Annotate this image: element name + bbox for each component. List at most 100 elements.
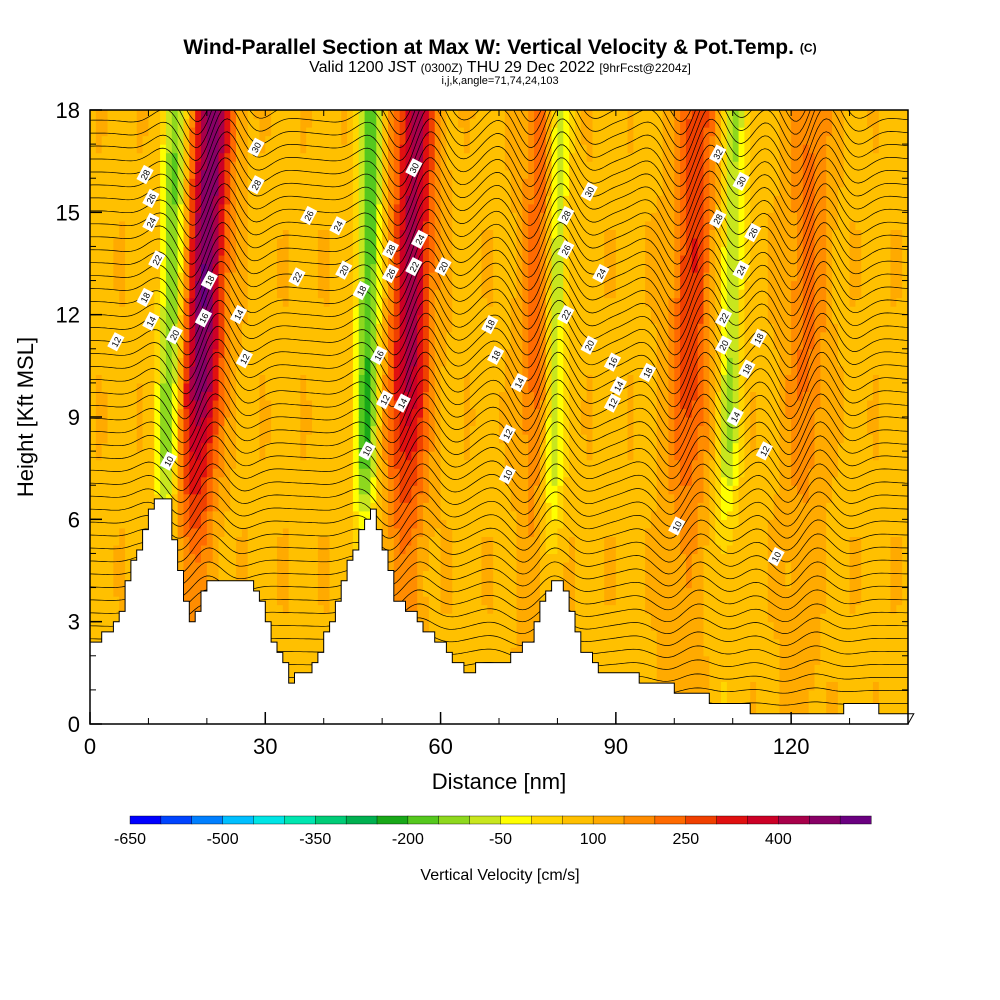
velocity-cell xyxy=(183,152,190,162)
velocity-cell xyxy=(341,442,348,452)
velocity-cell xyxy=(405,272,412,282)
velocity-cell xyxy=(288,348,296,358)
velocity-cell xyxy=(347,357,354,367)
velocity-cell xyxy=(276,417,284,427)
velocity-cell xyxy=(329,246,336,256)
velocity-cell xyxy=(469,417,477,427)
velocity-cell xyxy=(370,382,377,393)
velocity-cell xyxy=(411,246,418,256)
velocity-cell xyxy=(469,459,477,469)
velocity-cell xyxy=(95,357,103,367)
velocity-cell xyxy=(142,340,150,350)
velocity-cell xyxy=(282,561,290,572)
velocity-cell xyxy=(165,417,173,427)
velocity-cell xyxy=(306,314,313,324)
velocity-cell xyxy=(183,382,190,393)
velocity-cell xyxy=(434,314,442,324)
velocity-cell xyxy=(452,323,459,333)
velocity-cell xyxy=(247,220,255,230)
velocity-cell xyxy=(113,220,120,230)
velocity-cell xyxy=(358,519,366,529)
velocity-cell xyxy=(329,127,336,137)
velocity-cell xyxy=(195,442,202,452)
velocity-cell xyxy=(347,306,354,316)
velocity-cell xyxy=(434,510,442,520)
velocity-cell xyxy=(253,536,261,546)
velocity-cell xyxy=(177,459,185,469)
velocity-cell xyxy=(171,135,179,145)
velocity-cell xyxy=(107,493,114,503)
velocity-cell xyxy=(241,246,249,256)
velocity-cell xyxy=(306,220,313,230)
velocity-cell xyxy=(241,451,249,461)
velocity-cell xyxy=(177,442,185,452)
velocity-cell xyxy=(113,229,120,239)
velocity-cell xyxy=(259,161,266,171)
velocity-cell xyxy=(282,417,290,427)
velocity-cell xyxy=(458,323,465,333)
velocity-cell xyxy=(224,161,231,171)
velocity-cell xyxy=(364,161,372,171)
velocity-cell xyxy=(376,280,383,290)
velocity-cell xyxy=(119,382,126,393)
velocity-cell xyxy=(294,655,301,665)
velocity-cell xyxy=(177,144,185,154)
velocity-cell xyxy=(130,178,138,188)
velocity-cell xyxy=(428,425,436,435)
velocity-cell xyxy=(434,280,442,290)
velocity-cell xyxy=(405,536,412,546)
velocity-cell xyxy=(259,118,266,128)
velocity-cell xyxy=(288,638,296,648)
velocity-cell xyxy=(230,553,237,563)
velocity-cell xyxy=(370,135,377,145)
velocity-cell xyxy=(282,203,290,213)
velocity-cell xyxy=(125,323,132,333)
velocity-cell xyxy=(183,451,190,461)
velocity-cell xyxy=(212,331,220,341)
velocity-cell xyxy=(417,323,424,333)
velocity-cell xyxy=(271,408,278,418)
velocity-cell xyxy=(382,280,389,290)
velocity-cell xyxy=(352,493,360,503)
velocity-cell xyxy=(475,272,483,282)
velocity-cell xyxy=(341,544,348,555)
velocity-cell xyxy=(136,118,144,128)
velocity-cell xyxy=(130,263,138,273)
velocity-cell xyxy=(317,365,325,375)
velocity-cell xyxy=(387,365,395,375)
velocity-cell xyxy=(329,357,336,367)
velocity-cell xyxy=(206,502,214,512)
velocity-cell xyxy=(393,434,401,444)
velocity-cell xyxy=(130,246,138,256)
velocity-cell xyxy=(259,468,266,478)
velocity-cell xyxy=(376,144,383,154)
velocity-cell xyxy=(224,536,231,546)
velocity-cell xyxy=(119,399,126,410)
velocity-cell xyxy=(358,212,366,222)
velocity-cell xyxy=(387,195,395,205)
velocity-cell xyxy=(253,527,261,537)
velocity-cell xyxy=(236,280,243,290)
velocity-cell xyxy=(90,587,97,597)
velocity-cell xyxy=(201,272,208,282)
velocity-cell xyxy=(282,382,290,393)
velocity-cell xyxy=(130,314,138,324)
velocity-cell xyxy=(276,408,284,418)
velocity-cell xyxy=(253,340,261,350)
velocity-cell xyxy=(376,135,383,145)
velocity-cell xyxy=(341,357,348,367)
velocity-cell xyxy=(440,621,448,631)
velocity-cell xyxy=(335,442,342,452)
velocity-cell xyxy=(341,135,348,145)
velocity-cell xyxy=(463,544,471,555)
velocity-cell xyxy=(189,331,196,341)
velocity-cell xyxy=(113,451,120,461)
velocity-cell xyxy=(171,357,179,367)
velocity-cell xyxy=(382,510,389,520)
velocity-cell xyxy=(428,476,436,486)
velocity-cell xyxy=(347,246,354,256)
velocity-cell xyxy=(347,289,354,299)
velocity-cell xyxy=(463,263,471,273)
velocity-cell xyxy=(376,365,383,375)
velocity-cell xyxy=(101,399,109,410)
